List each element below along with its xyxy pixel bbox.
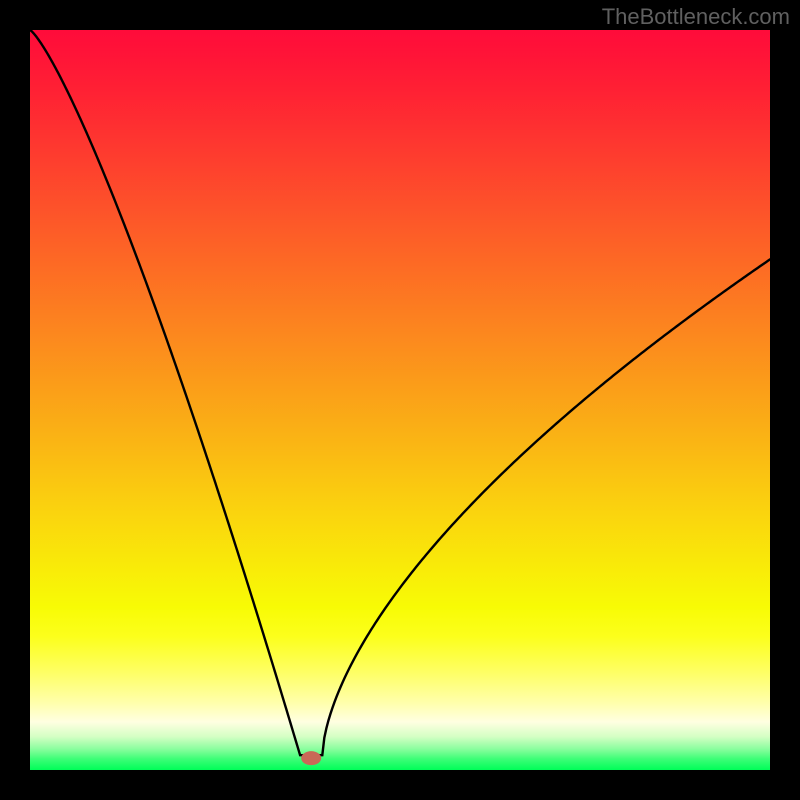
chart-svg — [0, 0, 800, 800]
minimum-marker — [301, 751, 321, 765]
watermark-text: TheBottleneck.com — [602, 4, 790, 30]
plot-gradient-background — [30, 30, 770, 770]
chart-container: TheBottleneck.com — [0, 0, 800, 800]
